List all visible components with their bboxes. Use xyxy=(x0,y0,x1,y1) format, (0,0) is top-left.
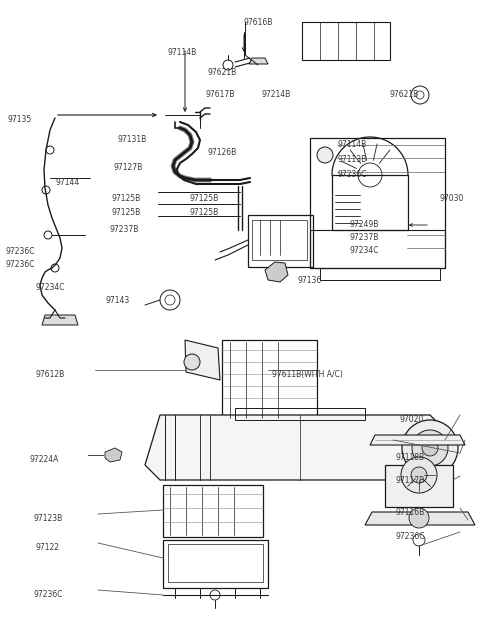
Text: 97125B: 97125B xyxy=(112,208,141,217)
Text: 97114B: 97114B xyxy=(168,48,197,57)
Circle shape xyxy=(51,264,59,272)
Circle shape xyxy=(317,147,333,163)
Text: 97118B: 97118B xyxy=(395,453,424,462)
Bar xyxy=(332,175,408,230)
Circle shape xyxy=(401,457,437,493)
Text: 97126B: 97126B xyxy=(208,148,237,157)
Text: 97116B: 97116B xyxy=(395,508,424,517)
Polygon shape xyxy=(185,340,220,380)
Text: 97214B: 97214B xyxy=(262,90,291,99)
Polygon shape xyxy=(105,448,122,462)
Text: 97234C: 97234C xyxy=(35,283,64,292)
Text: 97612B: 97612B xyxy=(35,370,64,379)
Circle shape xyxy=(46,146,54,154)
Text: 97611B(WITH A/C): 97611B(WITH A/C) xyxy=(272,370,343,379)
Text: 97135: 97135 xyxy=(8,115,32,124)
Circle shape xyxy=(412,430,448,466)
Text: 97122: 97122 xyxy=(35,543,59,552)
Circle shape xyxy=(411,467,427,483)
Polygon shape xyxy=(365,512,475,525)
Text: 97127B: 97127B xyxy=(114,163,143,172)
Text: 97237B: 97237B xyxy=(110,225,139,234)
Circle shape xyxy=(422,440,438,456)
Text: 97236C: 97236C xyxy=(33,590,62,599)
Bar xyxy=(222,340,317,420)
Text: 97237B: 97237B xyxy=(350,233,379,242)
Bar xyxy=(302,22,390,60)
Circle shape xyxy=(44,231,52,239)
Text: 97621B: 97621B xyxy=(390,90,419,99)
Bar xyxy=(310,230,445,268)
Bar xyxy=(163,485,263,537)
Text: 97125B: 97125B xyxy=(190,194,219,203)
Text: 97236C: 97236C xyxy=(5,247,35,256)
Bar xyxy=(235,408,365,420)
Text: 97117B: 97117B xyxy=(395,476,424,485)
Text: 97131B: 97131B xyxy=(118,135,147,144)
Circle shape xyxy=(42,186,50,194)
Text: 97136: 97136 xyxy=(298,276,322,285)
Text: 97125B: 97125B xyxy=(112,194,141,203)
Text: 97617B: 97617B xyxy=(205,90,234,99)
Text: 97113B: 97113B xyxy=(338,155,367,164)
Bar xyxy=(310,138,445,268)
Circle shape xyxy=(184,354,200,370)
Text: 97224A: 97224A xyxy=(30,455,60,464)
Text: 97030: 97030 xyxy=(440,194,464,203)
Text: 97236C: 97236C xyxy=(395,532,424,541)
Bar xyxy=(385,465,453,507)
Polygon shape xyxy=(249,58,268,64)
Text: 97125B: 97125B xyxy=(190,208,219,217)
Polygon shape xyxy=(265,262,288,282)
Polygon shape xyxy=(145,415,445,480)
Circle shape xyxy=(409,508,429,528)
Bar xyxy=(252,220,307,260)
Bar xyxy=(168,544,263,582)
Bar xyxy=(248,215,313,267)
Bar xyxy=(163,540,268,588)
Text: 97123B: 97123B xyxy=(33,514,62,523)
Polygon shape xyxy=(370,435,465,445)
Text: 97234C: 97234C xyxy=(350,246,380,255)
Text: 97236C: 97236C xyxy=(5,260,35,269)
Text: 97020: 97020 xyxy=(400,415,424,424)
Text: 97143: 97143 xyxy=(106,296,130,305)
Text: 97144: 97144 xyxy=(55,178,79,187)
Text: 97249B: 97249B xyxy=(350,220,379,229)
Text: 97236C: 97236C xyxy=(338,170,368,179)
Text: 97114B: 97114B xyxy=(338,140,367,149)
Text: 97616B: 97616B xyxy=(244,18,274,27)
Text: 97621B: 97621B xyxy=(207,68,236,77)
Circle shape xyxy=(402,420,458,476)
Polygon shape xyxy=(42,315,78,325)
